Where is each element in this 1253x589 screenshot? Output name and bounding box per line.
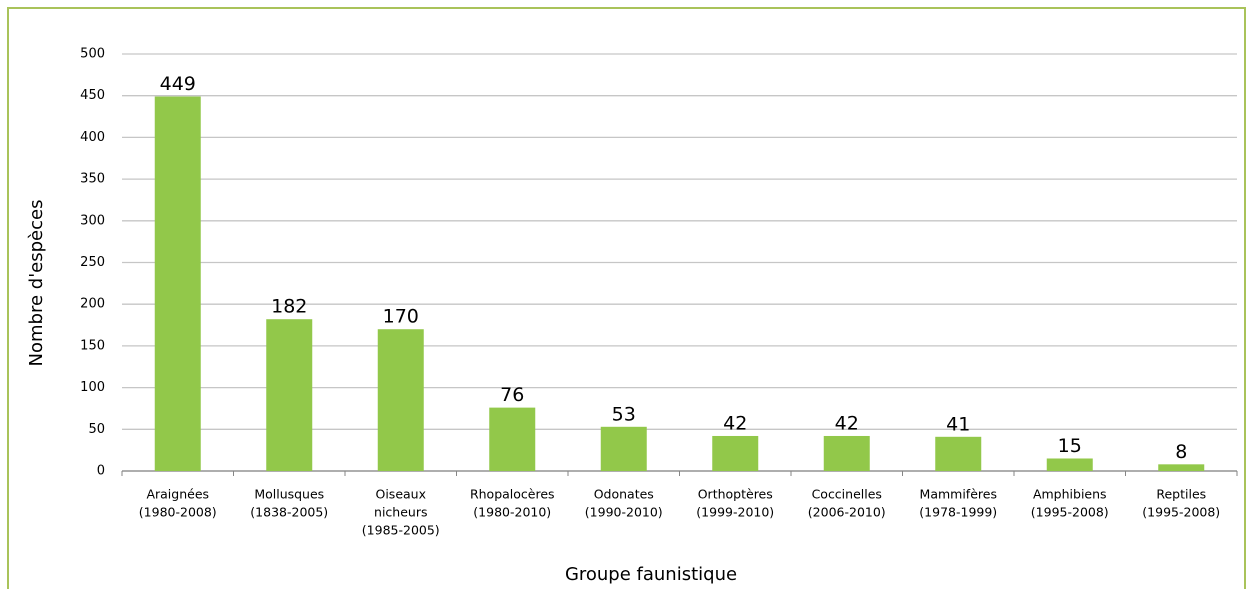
x-tick-label: Rhopalocères [470,487,555,502]
data-label: 42 [723,412,747,434]
data-label: 41 [946,413,970,435]
x-tick-label: Orthoptères [698,487,773,502]
x-tick-label: (1995-2008) [1031,505,1109,520]
y-tick-label: 50 [88,422,105,437]
x-tick-label: (1999-2010) [696,505,774,520]
y-tick-label: 500 [80,47,105,62]
x-tick-label: Mollusques [254,487,324,502]
bar [377,329,424,471]
x-tick-label: Oiseaux [376,487,427,502]
y-tick-label: 250 [80,255,105,270]
x-tick-label: Mammifères [920,487,997,502]
x-tick-label: Odonates [594,487,654,502]
x-tick-label: (1990-2010) [585,505,663,520]
y-tick-label: 150 [80,338,105,353]
y-tick-label: 350 [80,172,105,187]
bar [712,435,759,471]
x-tick-label: (1995-2008) [1142,505,1220,520]
x-tick-label: (2006-2010) [808,505,886,520]
x-tick-label: Coccinelles [812,487,882,502]
x-tick-label: Araignées [146,487,209,502]
bar [489,407,536,471]
y-tick-label: 100 [80,380,105,395]
x-tick-label: (1838-2005) [250,505,328,520]
y-axis-label: Nombre d'espèces [26,200,47,367]
y-tick-label: 0 [97,464,105,479]
data-label: 170 [383,306,419,328]
x-tick-label: (1985-2005) [362,523,440,538]
data-label: 182 [271,296,307,318]
x-tick-label: (1980-2010) [473,505,551,520]
y-tick-label: 200 [80,297,105,312]
data-label: 8 [1175,441,1187,463]
x-tick-label: (1978-1999) [919,505,997,520]
x-tick-label: Amphibiens [1033,487,1107,502]
bar [266,319,313,471]
x-axis-label: Groupe faunistique [565,564,737,585]
bar [600,426,647,471]
bar [1158,464,1205,471]
y-tick-label: 400 [80,130,105,145]
data-label: 76 [500,384,524,406]
bar [823,435,870,471]
x-tick-label: (1980-2008) [139,505,217,520]
data-label: 42 [835,412,859,434]
data-label: 15 [1058,435,1082,457]
y-tick-label: 450 [80,88,105,103]
data-label: 449 [160,73,196,95]
x-tick-label: nicheurs [374,505,427,520]
bar [1046,458,1093,471]
x-tick-label: Reptiles [1156,487,1206,502]
data-label: 53 [612,403,636,425]
bar [154,96,201,471]
y-tick-label: 300 [80,213,105,228]
bar [935,436,982,471]
frame [7,7,1246,589]
